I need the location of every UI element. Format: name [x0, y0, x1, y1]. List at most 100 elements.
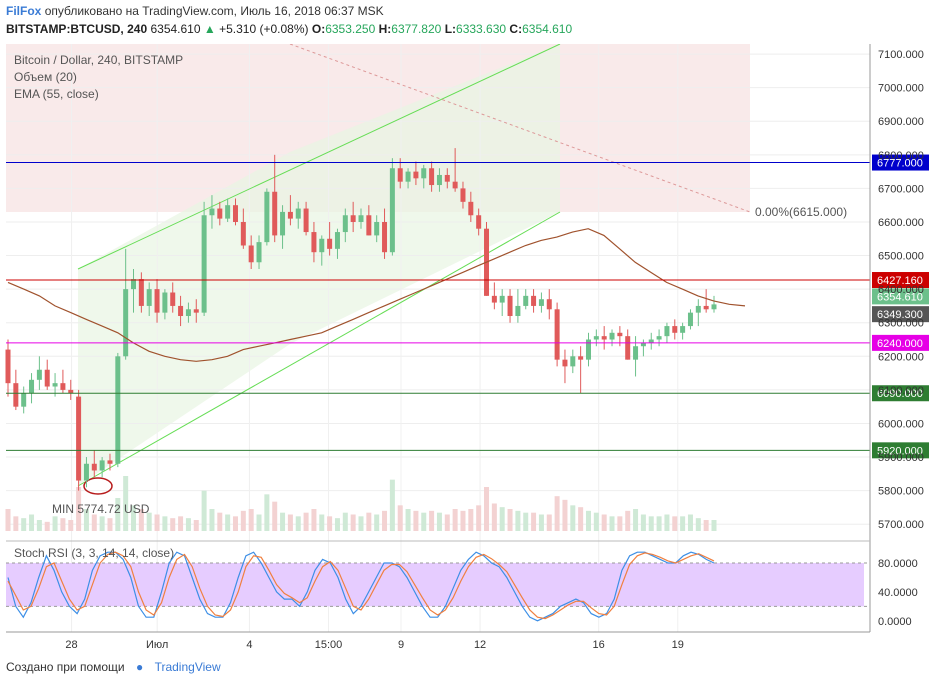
price-chart[interactable]: 6777.000 6427.160 6240.000 6090.000 5920.000… [0, 44, 941, 656]
candle-body [382, 221, 388, 253]
candle-body [185, 309, 191, 317]
candle-body [656, 336, 662, 340]
level-tag-label: 6427.160 [877, 275, 923, 287]
made-with-text: Создано при помощи [6, 660, 125, 674]
volume-bar [225, 514, 231, 531]
candle-body [60, 383, 66, 390]
candle-body [374, 221, 380, 236]
candle-body [460, 188, 466, 202]
candle-body [703, 305, 709, 310]
candle-body [672, 326, 678, 333]
stoch-tick-label: 80.0000 [878, 558, 918, 570]
tradingview-logo-icon[interactable]: ● [135, 660, 144, 674]
volume-bar [593, 512, 599, 531]
candle-body [256, 242, 262, 263]
volume-bar [138, 509, 144, 531]
volume-bar [209, 509, 215, 531]
candle-body [21, 393, 27, 407]
volume-bar [570, 505, 576, 531]
volume-bar [421, 512, 427, 531]
volume-bar [484, 487, 490, 531]
ema-line [7, 228, 746, 362]
candle-body [327, 238, 333, 249]
candle-body [303, 208, 309, 233]
volume-bar [633, 509, 639, 531]
volume-bar [240, 510, 246, 531]
price-tick-label: 6600.000 [878, 217, 924, 229]
volume-bar [29, 514, 35, 531]
candle-body [240, 221, 246, 246]
level-tag [872, 385, 929, 402]
volume-bar [68, 520, 74, 531]
candle-body [648, 339, 654, 343]
time-tick-label: 19 [672, 639, 684, 651]
volume-bar [123, 476, 129, 531]
volume-bar [256, 514, 262, 531]
candle-body [593, 336, 599, 340]
time-tick-label: 12 [474, 639, 486, 651]
candle-body [178, 305, 184, 317]
volume-bar [232, 516, 238, 531]
volume-bar [601, 514, 607, 531]
candle-body [523, 295, 529, 306]
volume-bar [523, 512, 529, 531]
channel-upper-line [77, 44, 561, 270]
footer: Создано при помощи ● TradingView [6, 660, 221, 674]
volume-bar [248, 509, 254, 531]
min-ellipse [83, 477, 113, 495]
candle-body [452, 181, 458, 189]
volume-bar [546, 514, 552, 531]
trend-dashed-line [289, 44, 751, 213]
time-tick-label: 4 [246, 639, 252, 651]
fib-label: 0.00%(6615.000) [755, 205, 847, 219]
candle-body [154, 289, 160, 313]
author-name[interactable]: FilFox [6, 4, 42, 18]
candle-body [76, 396, 82, 481]
stoch-band [6, 563, 864, 607]
candle-body [538, 299, 544, 306]
volume-bar [303, 512, 309, 531]
volume-bar [695, 518, 701, 531]
ema-legend: EMA (55, close) [14, 87, 99, 101]
time-tick-label: 16 [593, 639, 605, 651]
price-tick-label: 5700.000 [878, 519, 924, 531]
volume-bar [201, 490, 207, 531]
candle-body [68, 389, 74, 394]
volume-bar [531, 512, 537, 531]
candle-body [193, 309, 199, 313]
time-tick-label: Июл [146, 639, 168, 651]
level-tag [872, 334, 929, 351]
volume-bar [578, 507, 584, 531]
candle-body [531, 295, 537, 306]
volume-bar [52, 516, 58, 531]
stoch-tick-label: 0.0000 [878, 616, 912, 628]
candle-body [264, 191, 270, 243]
price-tick-label: 6300.000 [878, 318, 924, 330]
tradingview-link[interactable]: TradingView [154, 660, 221, 674]
volume-bar [193, 520, 199, 531]
volume-bar [680, 516, 686, 531]
candle-body [13, 383, 19, 407]
volume-bar [554, 496, 560, 531]
volume-bar [397, 505, 403, 531]
candle-body [444, 174, 450, 182]
volume-bar [44, 521, 50, 531]
volume-bar [91, 514, 97, 531]
candle-body [138, 279, 144, 306]
price-tick-label: 6800.000 [878, 150, 924, 162]
candle-body [468, 201, 474, 216]
volume-bar [366, 512, 372, 531]
candle-body [350, 215, 356, 222]
price-tag [872, 288, 929, 305]
volume-bar [672, 516, 678, 531]
level-tag [872, 272, 929, 289]
price-tag-label: 6349.300 [877, 309, 923, 321]
candle-body [287, 211, 293, 219]
candle-body [44, 369, 50, 387]
volume-bar [405, 509, 411, 531]
volume-legend: Объем (20) [14, 70, 77, 84]
volume-bar [382, 510, 388, 531]
min-label: MIN 5774.72 USD [52, 502, 150, 516]
candle-body [617, 332, 623, 337]
volume-bar [5, 509, 11, 531]
